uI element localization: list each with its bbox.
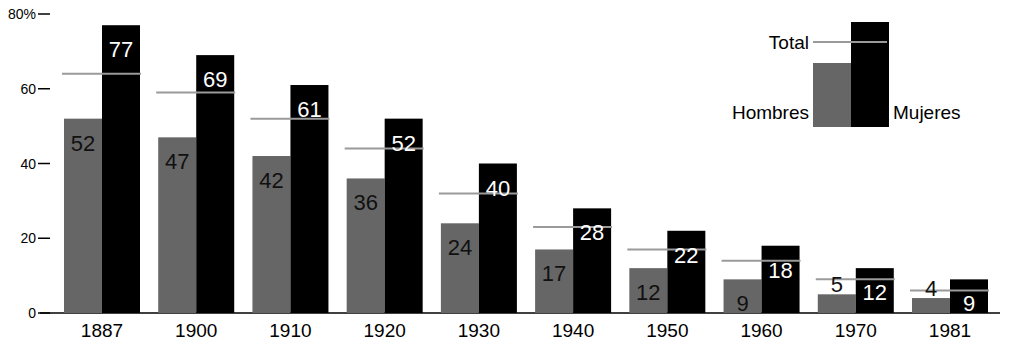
legend: Hombres Mujeres Total — [732, 22, 961, 127]
legend-label: Hombres — [732, 102, 809, 123]
data-label: 12 — [863, 280, 887, 305]
legend-swatch — [813, 41, 887, 43]
legend-swatch — [813, 63, 851, 127]
data-label: 52 — [71, 131, 95, 156]
y-tick — [38, 163, 50, 165]
bar — [629, 268, 667, 313]
data-label: 69 — [203, 67, 227, 92]
data-labels: 52 47 42 36 24 17 12 9 5 4 77 69 61 52 40 28 22 18 12 9 — [71, 37, 975, 316]
x-tick-label: 1910 — [269, 320, 311, 341]
data-label: 36 — [353, 190, 377, 215]
y-tick — [38, 88, 50, 90]
legend-swatch — [851, 22, 889, 127]
legend-label: Total — [769, 32, 809, 53]
bar — [762, 246, 800, 313]
data-label: 5 — [831, 272, 843, 297]
x-tick-label: 1940 — [552, 320, 594, 341]
y-axis: 0 20 40 60 80% — [8, 6, 50, 321]
bar — [347, 178, 385, 313]
y-tick-label: 40 — [20, 156, 36, 172]
data-label: 61 — [297, 97, 321, 122]
data-label: 47 — [165, 149, 189, 174]
data-label: 9 — [736, 291, 748, 316]
bar — [196, 55, 234, 313]
data-label: 77 — [109, 37, 133, 62]
data-label: 18 — [768, 258, 792, 283]
bar — [441, 223, 479, 313]
data-label: 28 — [580, 220, 604, 245]
y-tick — [38, 13, 50, 15]
marks — [62, 25, 989, 313]
y-tick-label: 20 — [20, 230, 36, 246]
x-tick-label: 1960 — [740, 320, 782, 341]
bar — [252, 156, 290, 313]
data-label: 4 — [925, 276, 937, 301]
data-label: 12 — [636, 280, 660, 305]
bar — [479, 164, 517, 314]
x-tick-label: 1900 — [175, 320, 217, 341]
y-tick-label: 80% — [8, 6, 36, 22]
bar — [64, 119, 102, 313]
y-tick-label: 0 — [28, 305, 36, 321]
x-tick-label: 1950 — [646, 320, 688, 341]
y-tick-label: 60 — [20, 81, 36, 97]
legend-label: Mujeres — [893, 102, 961, 123]
data-label: 52 — [391, 131, 415, 156]
x-tick-label: 1981 — [929, 320, 971, 341]
bar — [667, 231, 705, 313]
y-tick — [38, 238, 50, 240]
bar — [535, 249, 573, 313]
x-axis: 1887 1900 1910 1920 1930 1940 1950 1960 1970 1981 — [81, 320, 971, 341]
chart-container: 0 20 40 60 80% 52 47 42 36 24 17 12 9 5 4 77 69 61 52 40 28 2… — [0, 0, 1024, 344]
x-tick-label: 1920 — [364, 320, 406, 341]
data-label: 40 — [486, 176, 510, 201]
x-tick-label: 1930 — [458, 320, 500, 341]
bar — [158, 137, 196, 313]
x-tick-label: 1970 — [835, 320, 877, 341]
data-label: 17 — [542, 261, 566, 286]
total-dash — [62, 73, 141, 75]
data-label: 24 — [448, 235, 472, 260]
x-tick-label: 1887 — [81, 320, 123, 341]
data-label: 42 — [259, 168, 283, 193]
chart-svg: 0 20 40 60 80% 52 47 42 36 24 17 12 9 5 4 77 69 61 52 40 28 2… — [0, 0, 1024, 344]
bar — [573, 208, 611, 313]
total-dash — [910, 290, 989, 292]
bar — [856, 268, 894, 313]
data-label: 9 — [963, 291, 975, 316]
bar — [102, 25, 140, 313]
data-label: 22 — [674, 243, 698, 268]
